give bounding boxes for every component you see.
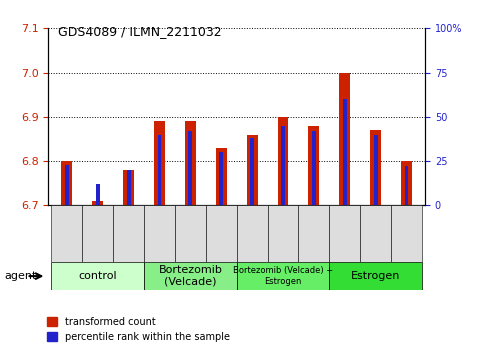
- Text: Bortezomib (Velcade) +
Estrogen: Bortezomib (Velcade) + Estrogen: [233, 267, 333, 286]
- Bar: [127, 170, 130, 205]
- Bar: [113, 205, 144, 262]
- Bar: [312, 131, 316, 205]
- Bar: [175, 205, 206, 262]
- Text: control: control: [78, 271, 117, 281]
- Bar: [82, 205, 113, 262]
- Bar: [216, 148, 227, 205]
- Bar: [401, 161, 412, 205]
- Text: Bortezomib
(Velcade): Bortezomib (Velcade): [158, 265, 222, 287]
- Text: GDS4089 / ILMN_2211032: GDS4089 / ILMN_2211032: [58, 25, 222, 38]
- Bar: [268, 205, 298, 262]
- Bar: [206, 205, 237, 262]
- Bar: [340, 73, 350, 205]
- Bar: [250, 138, 254, 205]
- Bar: [278, 117, 288, 205]
- Bar: [391, 205, 422, 262]
- Bar: [237, 262, 329, 290]
- Bar: [51, 205, 82, 262]
- Bar: [96, 184, 99, 205]
- Bar: [65, 165, 69, 205]
- Text: Estrogen: Estrogen: [351, 271, 400, 281]
- Bar: [185, 121, 196, 205]
- Bar: [154, 121, 165, 205]
- Bar: [157, 135, 161, 205]
- Bar: [329, 262, 422, 290]
- Bar: [360, 205, 391, 262]
- Bar: [51, 262, 144, 290]
- Bar: [61, 161, 72, 205]
- Legend: transformed count, percentile rank within the sample: transformed count, percentile rank withi…: [43, 313, 234, 346]
- Bar: [123, 170, 134, 205]
- Bar: [298, 205, 329, 262]
- Bar: [144, 205, 175, 262]
- Bar: [370, 130, 381, 205]
- Bar: [281, 126, 285, 205]
- Bar: [219, 152, 223, 205]
- Bar: [374, 135, 378, 205]
- Bar: [329, 205, 360, 262]
- Text: agent: agent: [5, 271, 37, 281]
- Bar: [405, 166, 409, 205]
- Bar: [309, 126, 319, 205]
- Bar: [237, 205, 268, 262]
- Bar: [144, 262, 237, 290]
- Bar: [247, 135, 257, 205]
- Bar: [92, 201, 103, 205]
- Bar: [188, 131, 192, 205]
- Bar: [343, 99, 347, 205]
